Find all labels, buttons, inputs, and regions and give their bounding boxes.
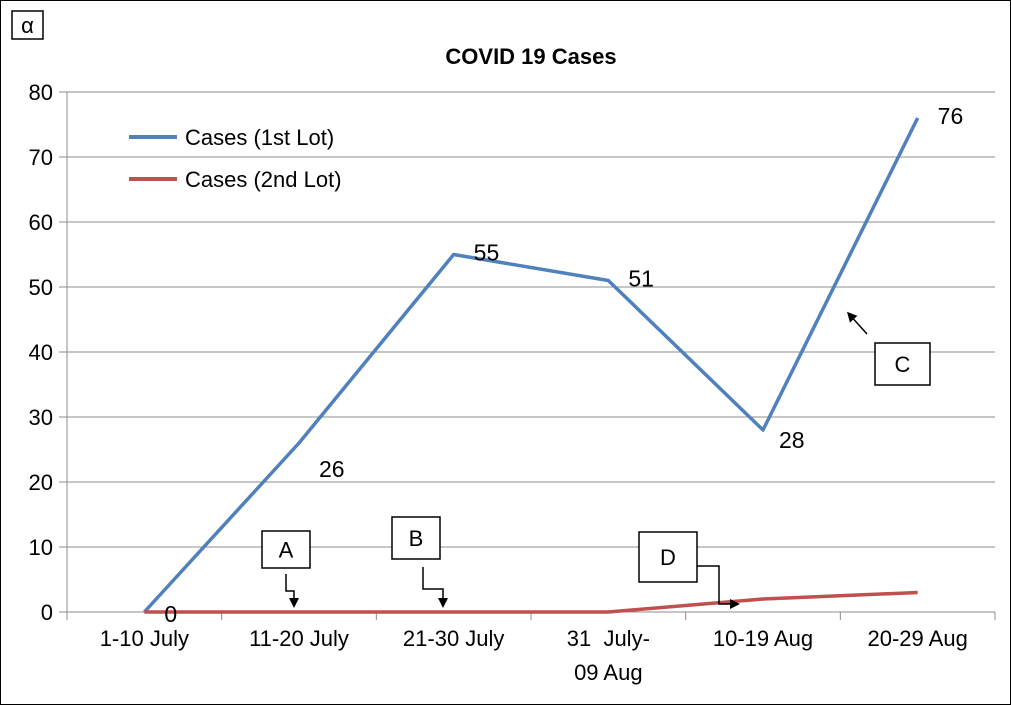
y-tick-label: 0 xyxy=(41,600,53,625)
gridlines xyxy=(67,91,995,548)
y-tick-label: 30 xyxy=(29,405,53,430)
series-line-1 xyxy=(143,117,920,614)
x-tick-label: 20-29 Aug xyxy=(868,626,968,651)
x-tick-label: 10-19 Aug xyxy=(713,626,813,651)
data-label: 28 xyxy=(779,427,805,453)
data-label: 55 xyxy=(474,240,500,266)
data-labels: 0 26 55 51 28 76 xyxy=(164,103,963,627)
annotation-label: A xyxy=(279,538,294,563)
x-tick-label: 11-20 July xyxy=(249,626,349,651)
legend: Cases (1st Lot) Cases (2nd Lot) xyxy=(129,125,342,192)
annotation-arrow-d xyxy=(697,565,740,609)
y-tick-label: 20 xyxy=(29,470,53,495)
y-tick-label: 10 xyxy=(29,535,53,560)
y-tick-label: 60 xyxy=(29,210,53,235)
y-tick-label: 50 xyxy=(29,275,53,300)
legend-entry: Cases (1st Lot) xyxy=(185,125,334,150)
corner-label: α xyxy=(21,13,34,38)
data-label: 0 xyxy=(164,601,177,627)
annotation-box xyxy=(261,530,311,569)
x-tick-label: 31 July- xyxy=(567,626,650,651)
data-label: 51 xyxy=(628,266,654,292)
annotations: A B C D xyxy=(261,311,931,609)
data-label: 26 xyxy=(319,456,345,482)
series-line-2 xyxy=(144,590,918,614)
annotation-box xyxy=(874,342,931,386)
annotation-label: D xyxy=(660,545,676,570)
annotation-box xyxy=(638,531,698,583)
y-axis-ticks: 0 10 20 30 40 50 60 70 80 xyxy=(29,80,67,625)
chart-title: COVID 19 Cases xyxy=(445,44,616,69)
annotation-arrow-b xyxy=(422,567,448,608)
x-axis-ticks: 1-10 July 11-20 July 21-30 July 31 July- 09 … xyxy=(66,612,996,685)
x-tick-label: 09 Aug xyxy=(574,660,643,685)
x-tick-label: 1-10 July xyxy=(100,626,189,651)
annotation-arrow-a xyxy=(285,574,299,608)
legend-entry: Cases (2nd Lot) xyxy=(185,167,342,192)
series-lines xyxy=(143,117,920,614)
annotation-label: C xyxy=(895,352,911,377)
x-tick-label: 21-30 July xyxy=(403,626,505,651)
corner-label-box: α xyxy=(11,10,44,40)
data-label: 76 xyxy=(938,103,964,129)
annotation-arrow-c xyxy=(846,311,868,335)
annotation-label: B xyxy=(409,526,424,551)
annotation-box xyxy=(391,516,441,560)
y-tick-label: 80 xyxy=(29,80,53,105)
y-tick-label: 70 xyxy=(29,145,53,170)
y-tick-label: 40 xyxy=(29,340,53,365)
